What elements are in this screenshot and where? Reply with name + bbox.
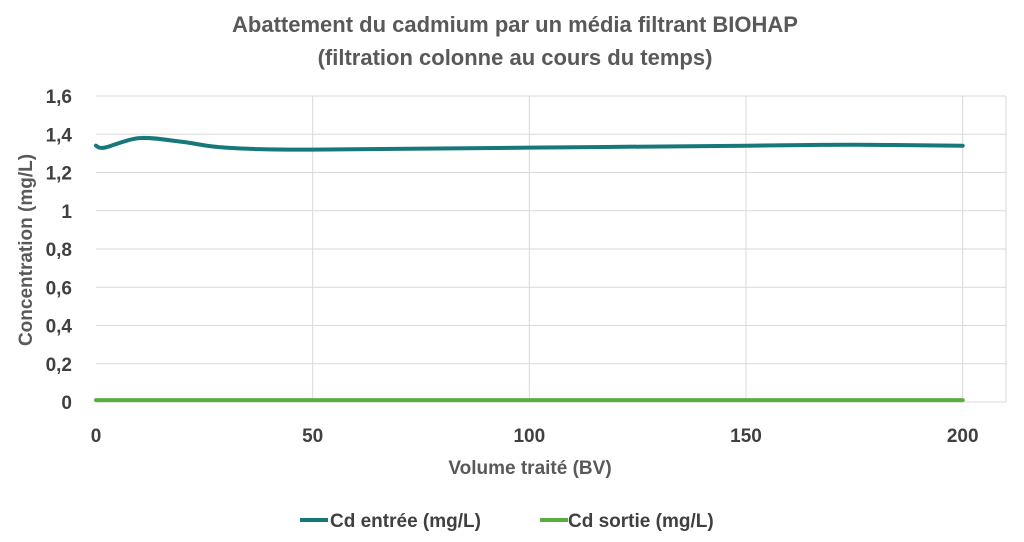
x-tick-label: 200 [947, 426, 979, 447]
legend-label: Cd sortie (mg/L) [568, 511, 714, 532]
legend: Cd entrée (mg/L) Cd sortie (mg/L) [300, 511, 714, 532]
x-tick-label: 100 [513, 426, 545, 447]
y-axis-title: Concentration (mg/L) [16, 154, 37, 346]
chart-title-line-1: Abattement du cadmium par un média filtr… [232, 12, 798, 37]
chart-title-line-2: (filtration colonne au cours du temps) [318, 45, 713, 70]
x-axis-ticks: 0 50 100 150 200 [91, 426, 979, 447]
gridlines [96, 95, 1007, 403]
y-tick-label: 0,4 [46, 317, 73, 338]
x-tick-label: 150 [730, 426, 762, 447]
y-tick-label: 0,8 [46, 240, 72, 261]
legend-label: Cd entrée (mg/L) [330, 511, 481, 532]
y-tick-label: 0,2 [46, 355, 72, 376]
x-tick-label: 0 [91, 426, 102, 447]
y-tick-label: 1 [61, 202, 72, 223]
x-axis-title: Volume traité (BV) [448, 458, 611, 479]
x-tick-label: 50 [302, 426, 323, 447]
y-tick-label: 0 [61, 393, 72, 414]
y-axis-ticks: 0 0,2 0,4 0,6 0,8 1 1,2 1,4 1,6 [46, 87, 73, 414]
y-tick-label: 1,4 [46, 125, 73, 146]
y-tick-label: 1,6 [46, 87, 72, 108]
y-tick-label: 1,2 [46, 164, 72, 185]
series-line [94, 135, 965, 152]
series-lines [94, 135, 965, 403]
y-tick-label: 0,6 [46, 278, 72, 299]
